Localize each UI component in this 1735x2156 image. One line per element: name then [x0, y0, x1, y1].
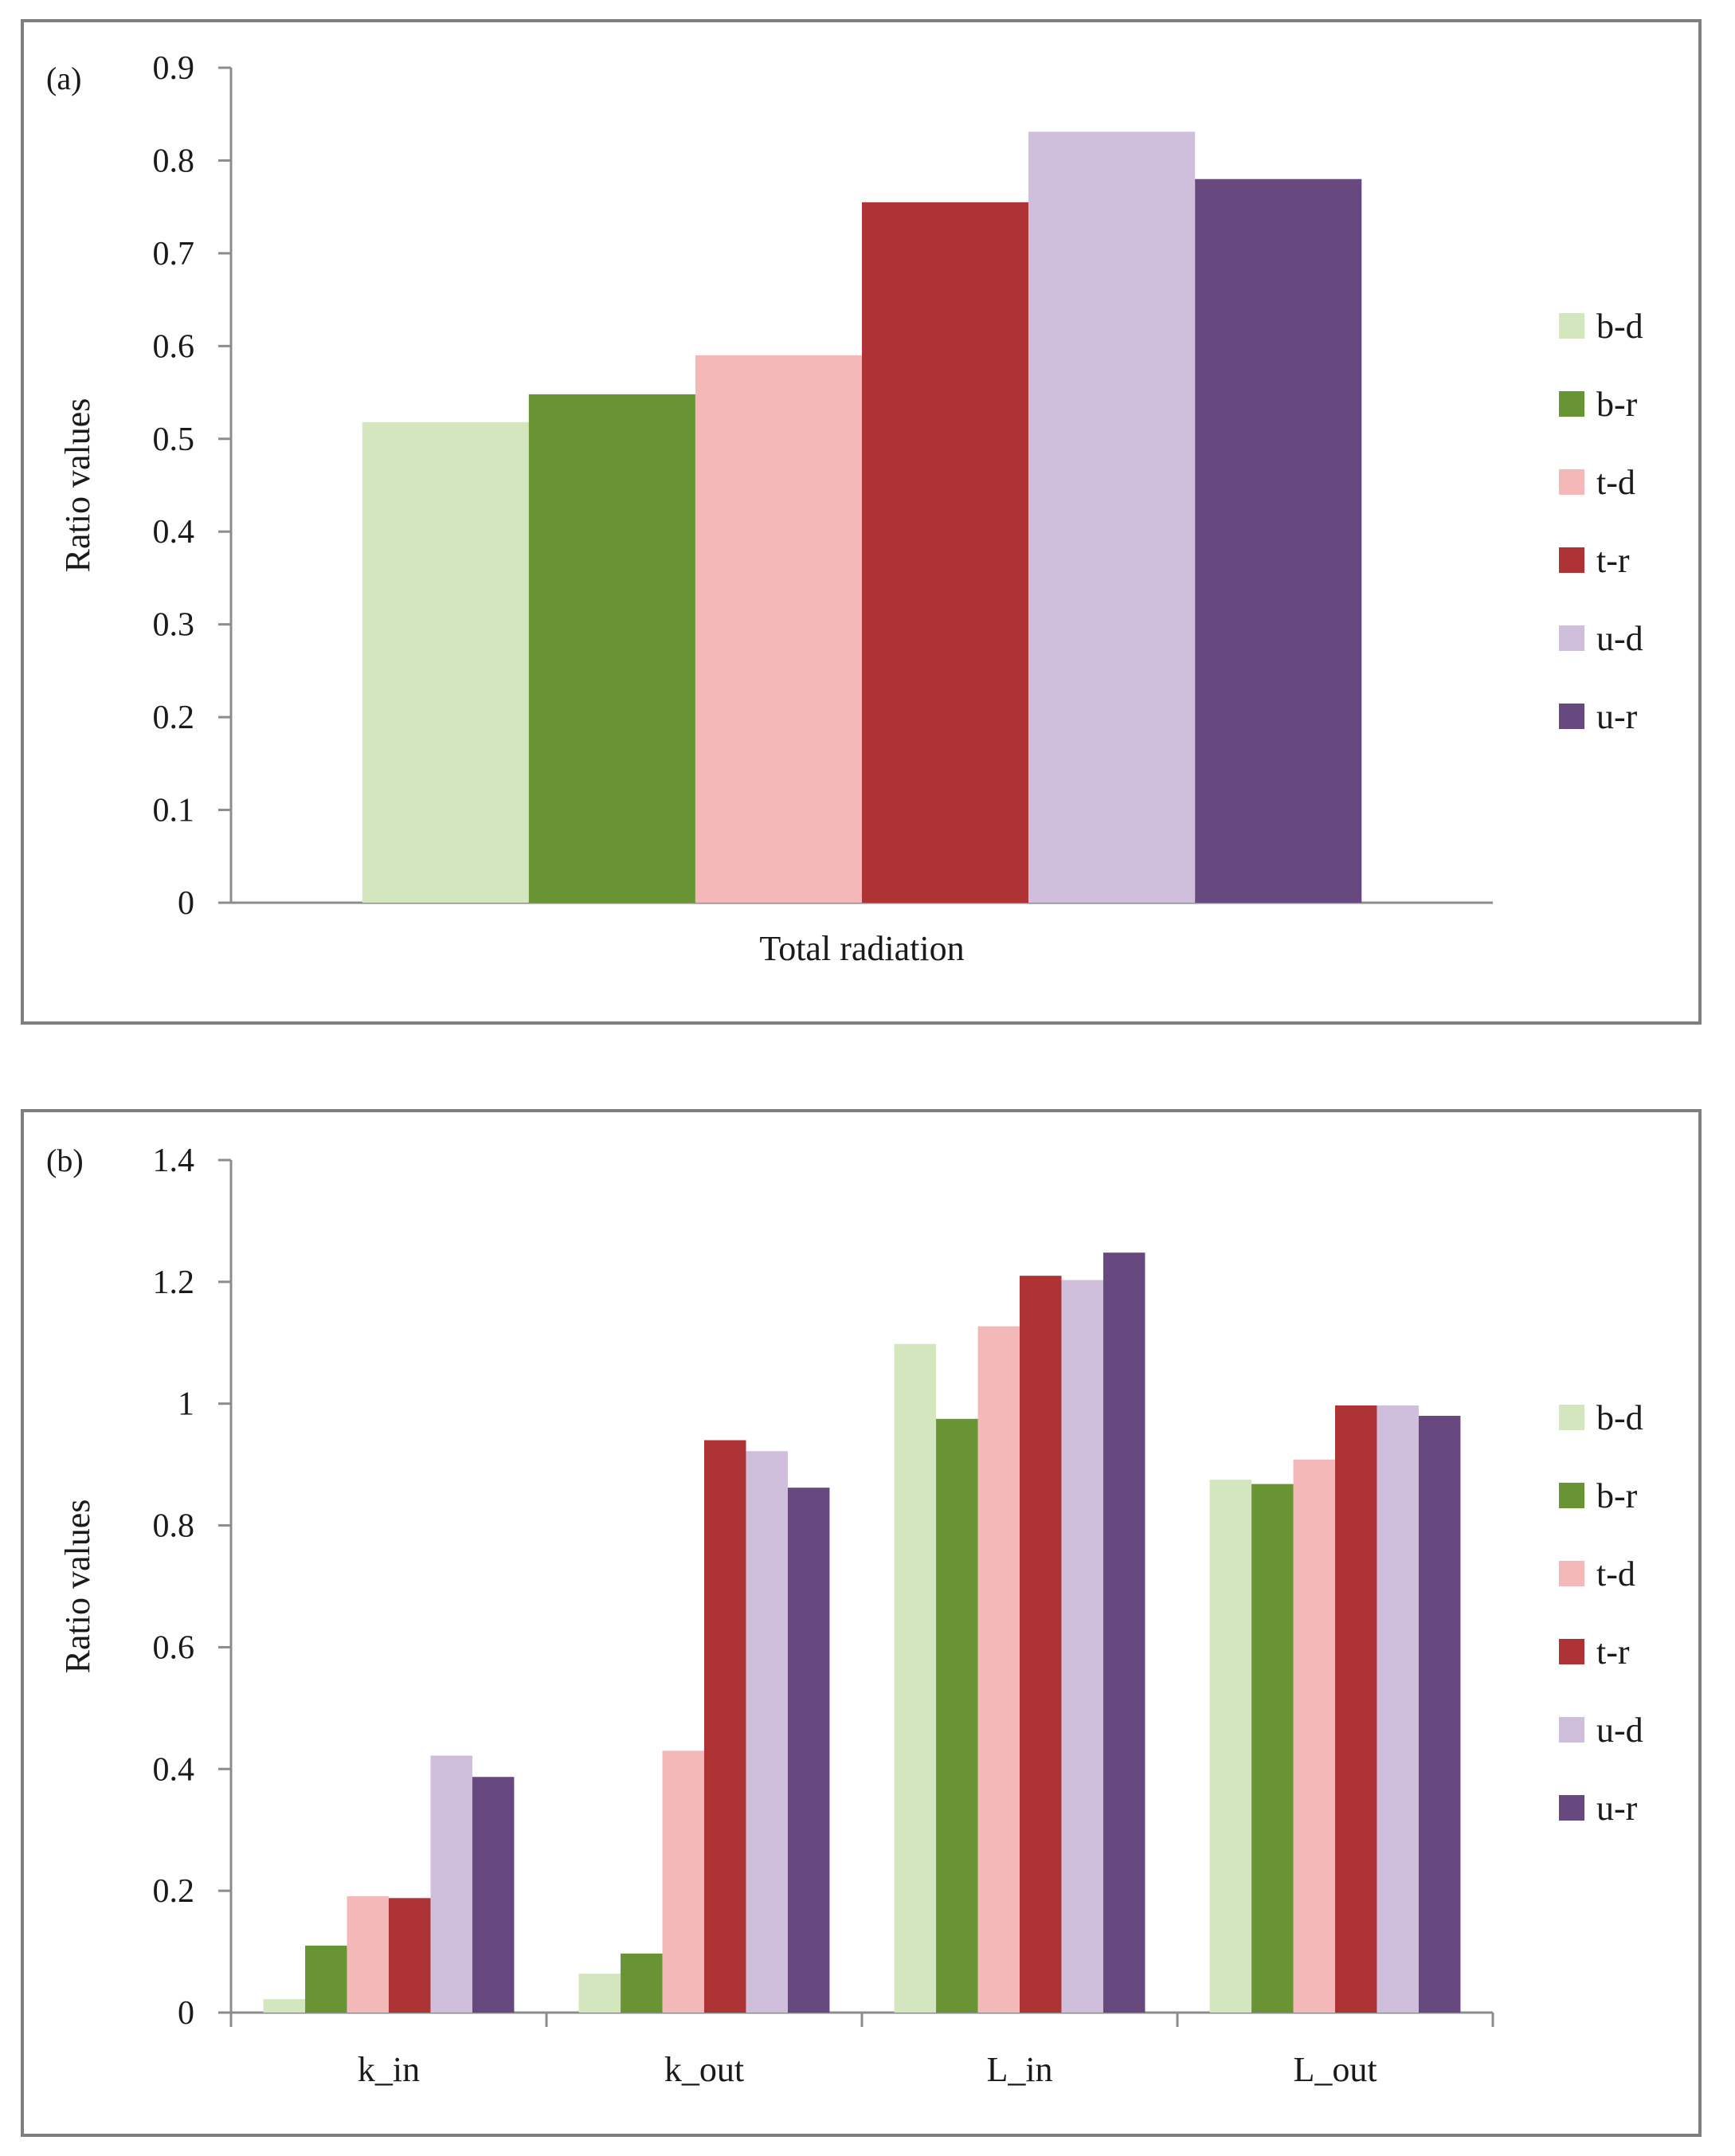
- bar-b-r-k-in: [305, 1945, 347, 2013]
- y-tick-label: 0.6: [153, 328, 195, 365]
- panel-a-frame: [21, 19, 1702, 1025]
- bar-u-d-total-radiation: [1028, 131, 1196, 903]
- y-tick-label: 0.9: [153, 50, 195, 87]
- bar-b-r-l-out: [1251, 1484, 1294, 2013]
- bar-b-d-l-in: [894, 1343, 937, 2013]
- legend-swatch-t-d: [1559, 1561, 1584, 1586]
- y-tick-label: 0: [178, 885, 194, 922]
- legend-swatch-u-d: [1559, 625, 1584, 651]
- y-axis-label: Ratio values: [58, 1499, 97, 1674]
- bar-t-r-l-in: [1020, 1276, 1062, 2013]
- y-tick-label: 0.2: [153, 700, 195, 736]
- legend-label-u-r: u-r: [1596, 697, 1638, 736]
- legend-swatch-t-r: [1559, 1639, 1584, 1664]
- x-category-label: k_in: [358, 2050, 420, 2089]
- panel-label: (b): [46, 1143, 84, 1178]
- legend-swatch-b-r: [1559, 391, 1584, 417]
- bar-b-d-k-in: [263, 1999, 306, 2013]
- bar-b-d-total-radiation: [362, 421, 529, 903]
- panel-label: (a): [46, 61, 81, 96]
- bar-t-r-k-out: [704, 1440, 746, 2013]
- x-category-label: Total radiation: [759, 929, 964, 968]
- x-category-label: L_out: [1293, 2050, 1377, 2089]
- legend-swatch-t-r: [1559, 547, 1584, 573]
- bar-t-r-l-out: [1335, 1405, 1377, 2013]
- legend-label-b-r: b-r: [1596, 385, 1638, 424]
- legend-label-u-d: u-d: [1596, 1711, 1643, 1750]
- y-tick-label: 1: [178, 1386, 194, 1423]
- bar-u-r-k-in: [472, 1777, 515, 2013]
- y-tick-label: 0.3: [153, 607, 195, 644]
- legend-label-t-d: t-d: [1596, 1554, 1635, 1593]
- chart-panel-b: (b) Ratio values 0 0.2 0.4 0.6 0.8 1 1.2 1.4 k_in k…: [46, 1143, 1643, 2089]
- y-tick-label: 0.7: [153, 236, 195, 272]
- bar-t-d-l-in: [977, 1326, 1020, 2013]
- legend-label-b-d: b-d: [1596, 307, 1643, 346]
- legend-swatch-b-r: [1559, 1483, 1584, 1508]
- bar-u-d-l-in: [1061, 1280, 1103, 2013]
- bar-b-d-k-out: [578, 1974, 621, 2013]
- legend-swatch-u-r: [1559, 1795, 1584, 1821]
- bar-t-d-total-radiation: [695, 355, 862, 903]
- y-tick-label: 1.2: [153, 1264, 195, 1301]
- legend-swatch-u-r: [1559, 704, 1584, 729]
- y-tick-label: 0: [178, 1995, 194, 2032]
- legend-label-t-r: t-r: [1596, 541, 1630, 580]
- y-tick-label: 1.4: [153, 1143, 195, 1179]
- bar-b-r-total-radiation: [528, 394, 695, 904]
- bar-u-r-l-out: [1418, 1416, 1461, 2013]
- legend-label-t-d: t-d: [1596, 463, 1635, 502]
- bar-t-r-total-radiation: [862, 202, 1029, 903]
- y-axis-label: Ratio values: [58, 398, 97, 573]
- panel-b-frame: [21, 1109, 1702, 2137]
- y-tick-label: 0.1: [153, 793, 195, 829]
- legend-swatch-b-d: [1559, 313, 1584, 339]
- legend-swatch-b-d: [1559, 1405, 1584, 1430]
- legend-swatch-t-d: [1559, 469, 1584, 495]
- bar-u-d-l-out: [1377, 1405, 1419, 2013]
- legend-label-b-d: b-d: [1596, 1398, 1643, 1437]
- y-tick-label: 0.6: [153, 1629, 195, 1666]
- legend-label-t-r: t-r: [1596, 1633, 1630, 1672]
- y-tick-label: 0.2: [153, 1873, 195, 1910]
- y-tick-label: 0.8: [153, 143, 195, 179]
- bar-t-d-k-out: [662, 1750, 704, 2013]
- y-tick-label: 0.8: [153, 1508, 195, 1545]
- y-tick-label: 0.4: [153, 1751, 195, 1788]
- bar-b-d-l-out: [1209, 1480, 1252, 2013]
- bar-b-r-k-out: [621, 1953, 663, 2013]
- legend-label-b-r: b-r: [1596, 1476, 1638, 1515]
- y-tick-label: 0.4: [153, 514, 195, 551]
- bar-t-d-k-in: [347, 1896, 389, 2013]
- bar-u-r-l-in: [1102, 1252, 1146, 2013]
- bar-t-r-k-in: [389, 1898, 431, 2013]
- bar-u-d-k-in: [430, 1755, 472, 2013]
- y-tick-label: 0.5: [153, 421, 195, 458]
- bar-b-r-l-in: [936, 1418, 978, 2013]
- bar-t-d-l-out: [1293, 1460, 1335, 2013]
- bar-u-r-total-radiation: [1195, 178, 1362, 903]
- x-category-label: L_in: [986, 2050, 1052, 2089]
- legend-label-u-d: u-d: [1596, 619, 1643, 658]
- legend-swatch-u-d: [1559, 1717, 1584, 1742]
- legend-label-u-r: u-r: [1596, 1789, 1638, 1828]
- x-category-label: k_out: [664, 2050, 744, 2089]
- bar-u-d-k-out: [746, 1451, 788, 2013]
- chart-panel-a: (a) Ratio values 0 0.1 0.2 0.3 0.4 0.5 0.6 0.7 0.8…: [46, 50, 1643, 968]
- bar-u-r-k-out: [787, 1488, 830, 2013]
